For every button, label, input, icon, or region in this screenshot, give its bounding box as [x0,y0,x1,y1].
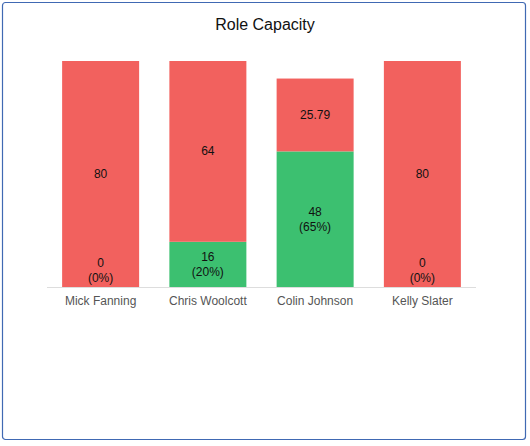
data-label-line: (0%) [88,271,113,285]
data-label-line: 80 [416,167,430,181]
data-label-line: 0 [419,256,426,270]
data-label: 80 [416,167,430,181]
data-label: 64 [201,144,215,158]
data-label: 25.79 [300,108,330,122]
data-label-line: (20%) [192,265,224,279]
data-label-line: 48 [308,205,322,219]
bars [62,61,461,287]
category-label: Colin Johnson [277,294,353,308]
bar [277,79,354,152]
category-label: Mick Fanning [65,294,136,308]
baseline [47,287,476,288]
frame [3,3,526,440]
bar [169,61,246,242]
bar [277,151,354,287]
title: Role Capacity [215,16,315,33]
data-label-line: 64 [201,144,215,158]
data-label-line: 80 [94,167,108,181]
data-label: 16(20%) [192,250,224,279]
category-label: Kelly Slater [392,294,453,308]
data-label: 48(65%) [299,205,331,234]
data-label-line: (0%) [410,271,435,285]
data-label: 80 [94,167,108,181]
data-label-line: 0 [97,256,104,270]
chart: Role Capacity0(0%)16(20%)48(65%)0(0%)806… [0,0,530,446]
bar [62,61,139,287]
bar [169,242,246,287]
data-labels: 0(0%)16(20%)48(65%)0(0%)806425.7980 [88,108,435,285]
bar [384,61,461,287]
data-label: 0(0%) [88,256,113,285]
data-label-line: 25.79 [300,108,330,122]
data-label: 0(0%) [410,256,435,285]
data-label-line: (65%) [299,220,331,234]
data-label-line: 16 [201,250,215,264]
category-label: Chris Woolcott [169,294,247,308]
